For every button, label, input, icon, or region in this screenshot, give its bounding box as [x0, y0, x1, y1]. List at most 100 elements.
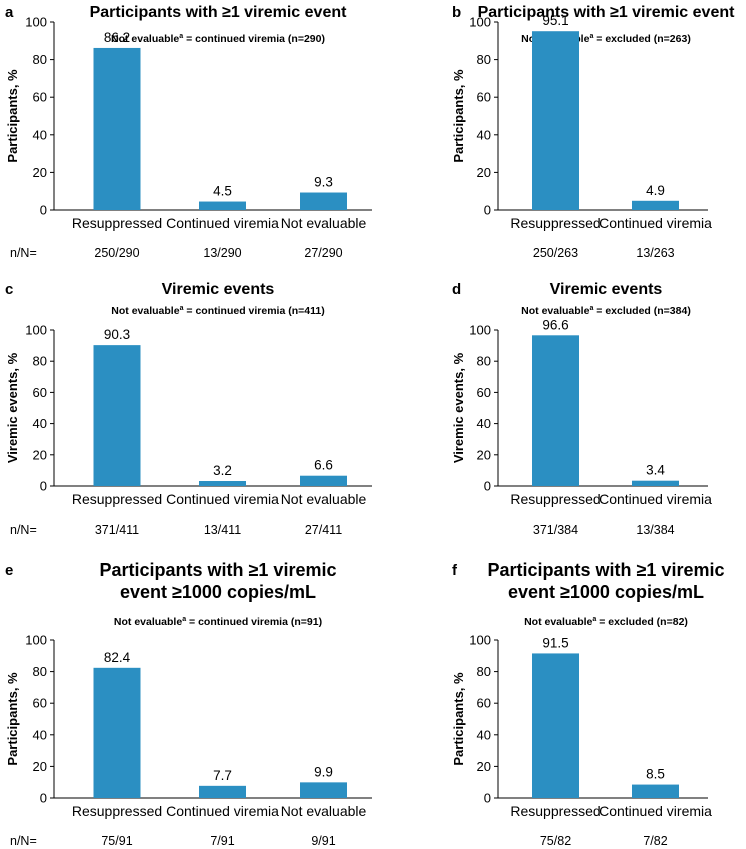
- chart-title-line: event ≥1000 copies/mL: [120, 582, 316, 602]
- subtitle-text: = continued viremia (n=91): [186, 616, 322, 628]
- y-axis-label: Viremic events, %: [5, 352, 20, 463]
- bar-continued-viremia: [632, 480, 679, 486]
- category-label: Continued viremia: [166, 491, 279, 507]
- subtitle-text: = continued viremia (n=411): [183, 305, 324, 317]
- bar-continued-viremia: [632, 200, 679, 210]
- bar-value-label: 7.7: [213, 768, 232, 783]
- y-tick-label: 0: [40, 791, 47, 806]
- bar-not-evaluable: [300, 782, 347, 798]
- y-tick-label: 60: [33, 696, 47, 711]
- y-tick-label: 100: [469, 323, 491, 338]
- y-tick-label: 40: [477, 127, 491, 142]
- category-label: Continued viremia: [166, 803, 279, 819]
- n-over-n-value: 9/91: [311, 834, 335, 848]
- bar-value-label: 8.5: [646, 767, 665, 782]
- chart-title-line: Viremic events: [162, 281, 275, 298]
- y-tick-label: 20: [33, 165, 47, 180]
- bar-resuppressed: [93, 47, 141, 210]
- subtitle-superscript: a: [589, 33, 593, 40]
- category-label: Resuppressed: [72, 215, 162, 231]
- chart-subtitle: Not evaluablea = continued viremia (n=29…: [111, 33, 325, 45]
- subtitle-text: = excluded (n=263): [593, 33, 690, 45]
- y-tick-label: 100: [25, 633, 47, 648]
- n-over-n-value: 13/263: [636, 246, 674, 260]
- category-label: Continued viremia: [599, 803, 712, 819]
- y-tick-label: 80: [477, 354, 491, 369]
- subtitle-text: = excluded (n=82): [596, 616, 688, 628]
- panel-letter: c: [5, 281, 13, 298]
- y-tick-label: 80: [33, 354, 47, 369]
- bar-resuppressed: [532, 31, 579, 210]
- y-tick-label: 20: [477, 759, 491, 774]
- chart-title-line: Participants with ≥1 viremic: [100, 560, 337, 580]
- y-tick-label: 20: [477, 165, 491, 180]
- y-axis-label: Participants, %: [5, 69, 20, 163]
- bar-value-label: 95.1: [542, 13, 568, 28]
- chart-subtitle: Not evaluablea = excluded (n=384): [521, 305, 691, 317]
- subtitle-text: Not evaluable: [111, 305, 179, 317]
- bar-value-label: 82.4: [104, 650, 131, 665]
- n-over-n-value: 7/91: [210, 834, 234, 848]
- y-tick-label: 20: [33, 447, 47, 462]
- y-tick-label: 0: [484, 203, 491, 218]
- subtitle-text: = excluded (n=384): [593, 305, 690, 317]
- subtitle-text: Not evaluable: [524, 616, 592, 628]
- bar-continued-viremia: [199, 785, 246, 798]
- chart-title-line: Viremic events: [550, 281, 663, 298]
- category-label: Not evaluable: [281, 803, 367, 819]
- subtitle-text: Not evaluable: [521, 305, 589, 317]
- n-over-n-value: 13/384: [636, 523, 674, 537]
- y-tick-label: 60: [477, 90, 491, 105]
- category-label: Continued viremia: [599, 215, 712, 231]
- bar-resuppressed: [93, 667, 141, 798]
- chart-panel-a: a Participants with ≥1 viremic event Not e…: [5, 4, 372, 260]
- bar-value-label: 86.2: [104, 30, 130, 45]
- n-over-n-value: 7/82: [643, 834, 667, 848]
- y-tick-label: 60: [477, 696, 491, 711]
- category-label: Not evaluable: [281, 215, 367, 231]
- subtitle-text: Not evaluable: [114, 616, 182, 628]
- category-label: Resuppressed: [72, 803, 162, 819]
- n-over-n-label: n/N=: [10, 834, 37, 848]
- bar-value-label: 4.5: [213, 184, 232, 199]
- subtitle-text: Not evaluable: [111, 33, 179, 45]
- subtitle-superscript: a: [180, 305, 184, 312]
- bar-value-label: 9.3: [314, 175, 333, 190]
- n-over-n-value: 371/384: [533, 523, 578, 537]
- y-tick-label: 100: [469, 15, 491, 30]
- chart-panel-d: d Viremic events Not evaluablea = excluded…: [451, 281, 712, 537]
- y-axis-label: Participants, %: [451, 672, 466, 766]
- bar-value-label: 3.4: [646, 463, 665, 478]
- y-tick-label: 100: [25, 15, 47, 30]
- chart-title-line: Participants with ≥1 viremic event: [478, 4, 736, 21]
- category-label: Not evaluable: [281, 491, 367, 507]
- bar-resuppressed: [532, 335, 579, 486]
- bar-resuppressed: [93, 345, 141, 486]
- bar-value-label: 9.9: [314, 764, 333, 779]
- y-axis-label: Viremic events, %: [451, 352, 466, 463]
- chart-subtitle: Not evaluablea = continued viremia (n=91…: [114, 616, 322, 628]
- bar-resuppressed: [532, 653, 579, 798]
- y-tick-label: 0: [484, 791, 491, 806]
- subtitle-superscript: a: [182, 616, 186, 623]
- subtitle-text: = continued viremia (n=290): [183, 33, 325, 45]
- n-over-n-value: 27/290: [304, 246, 342, 260]
- y-tick-label: 40: [33, 727, 47, 742]
- n-over-n-value: 75/91: [101, 834, 132, 848]
- y-tick-label: 40: [33, 127, 47, 142]
- n-over-n-value: 27/411: [305, 523, 342, 537]
- n-over-n-label: n/N=: [10, 246, 37, 260]
- chart-subtitle: Not evaluablea = excluded (n=82): [524, 616, 688, 628]
- y-tick-label: 80: [33, 52, 47, 67]
- chart-title-line: Participants with ≥1 viremic: [488, 560, 725, 580]
- bar-continued-viremia: [632, 784, 679, 798]
- bar-not-evaluable: [300, 475, 347, 486]
- bar-value-label: 6.6: [314, 458, 333, 473]
- y-tick-label: 80: [477, 52, 491, 67]
- y-tick-label: 0: [40, 479, 47, 494]
- bar-continued-viremia: [199, 201, 246, 210]
- y-tick-label: 0: [484, 479, 491, 494]
